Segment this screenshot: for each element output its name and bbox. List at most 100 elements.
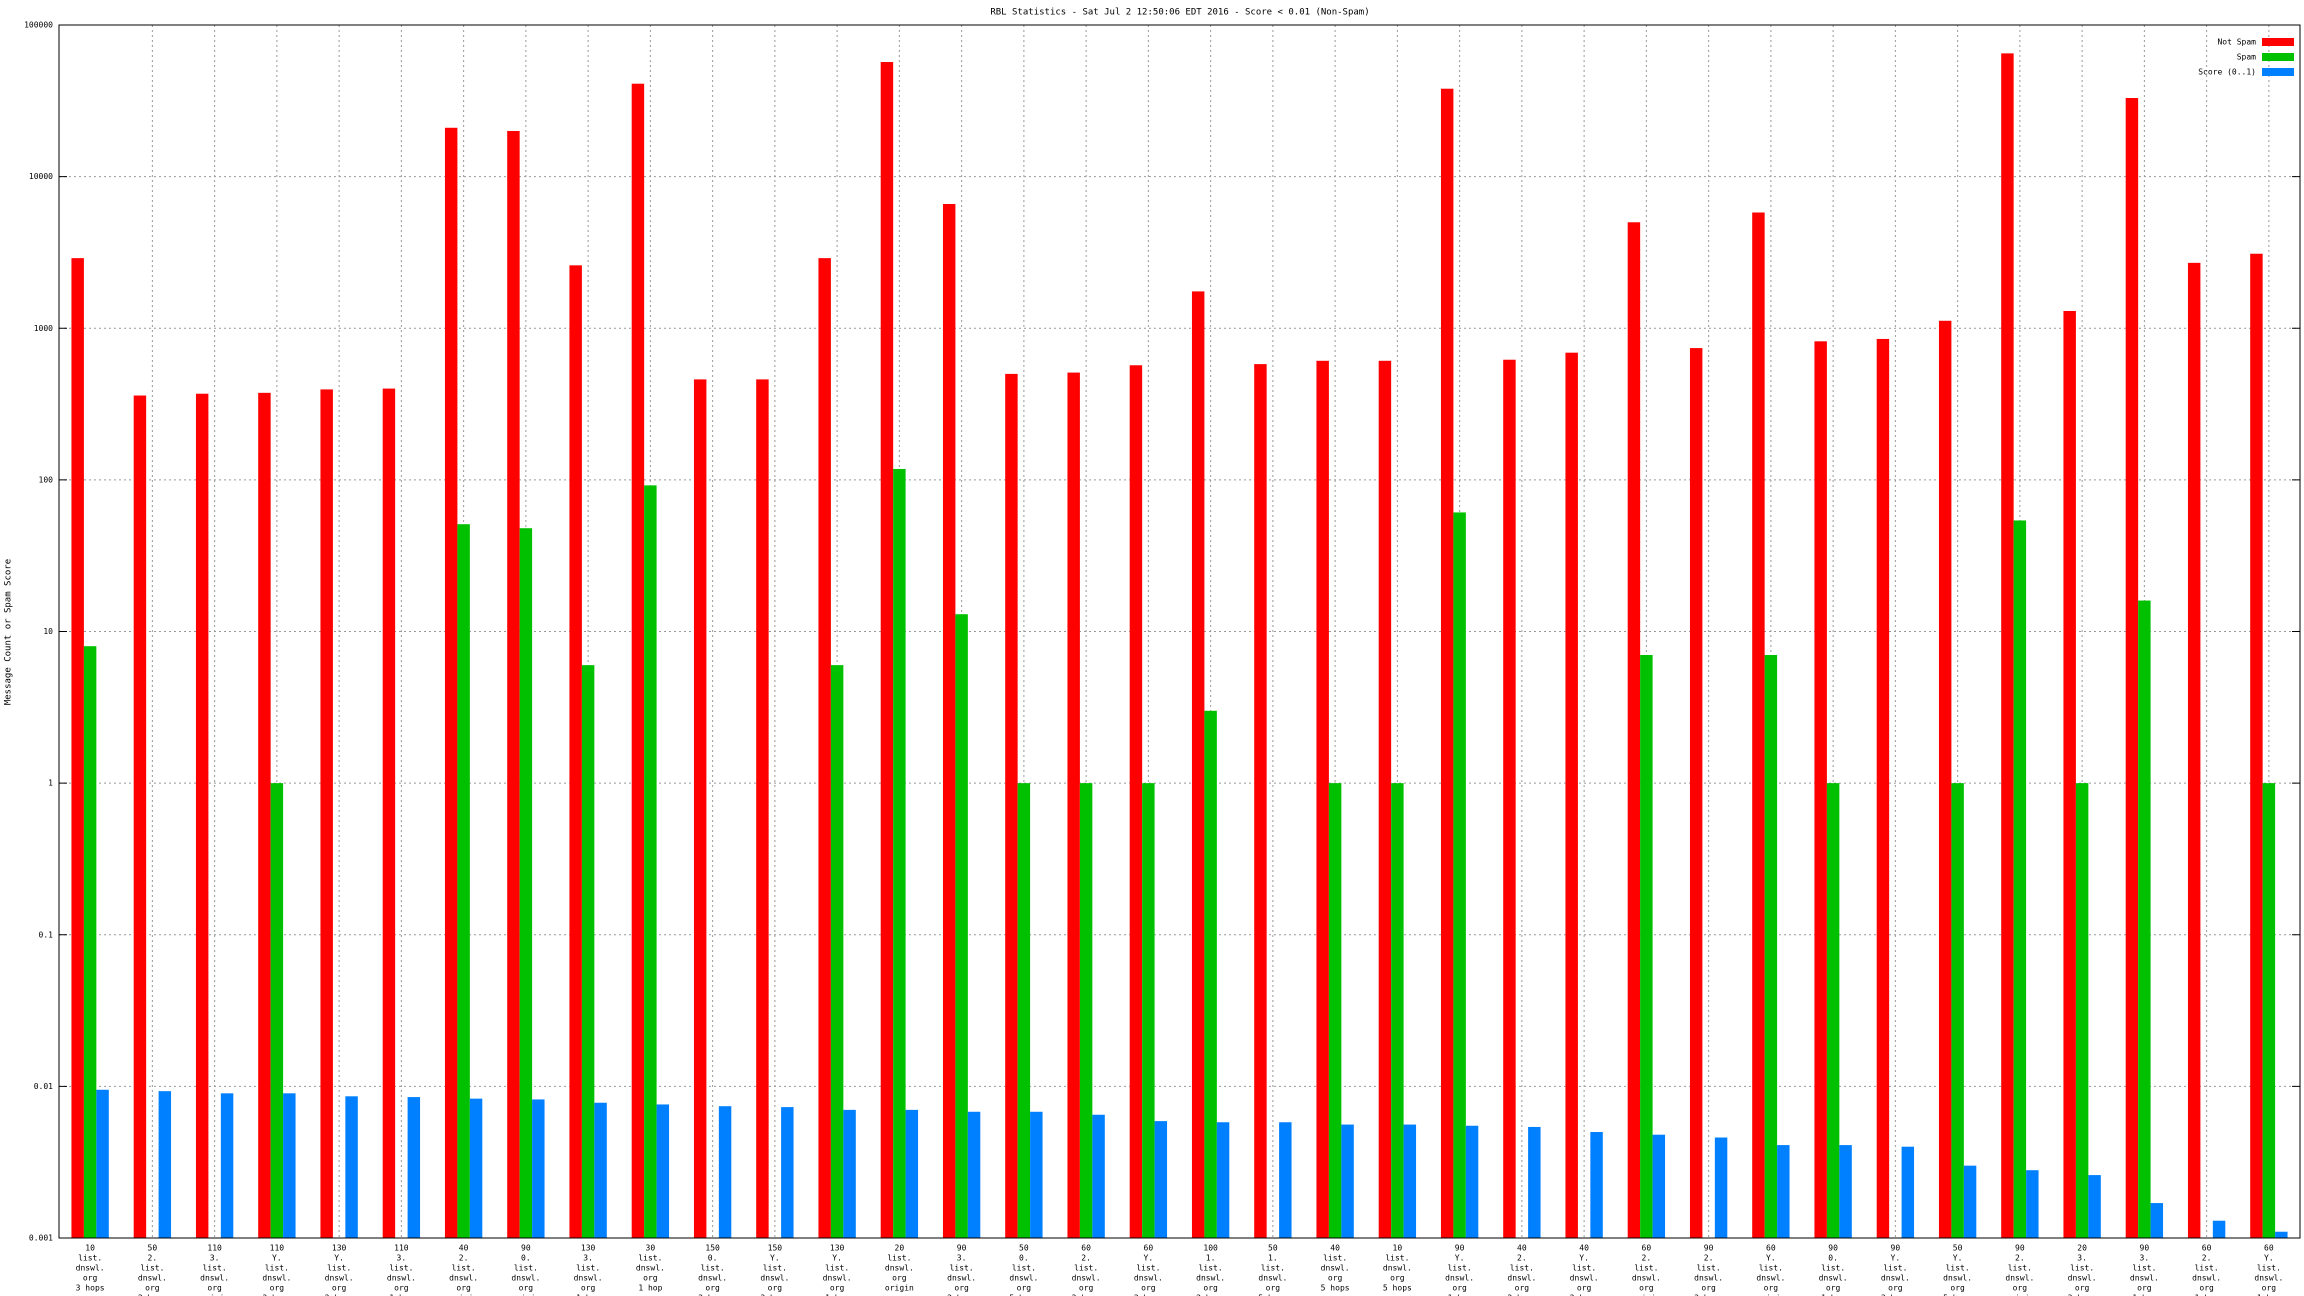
x-tick-label: list.: [638, 1254, 662, 1263]
x-tick-label: 50: [1953, 1244, 1963, 1253]
y-tick-label: 100: [39, 475, 54, 484]
x-tick-label: org: [2137, 1284, 2152, 1293]
x-tick-label: origin: [2005, 1294, 2034, 1296]
x-tick-label: org: [519, 1284, 534, 1293]
bar: [2275, 1231, 2288, 1238]
x-tick-label: 3 hops: [1881, 1294, 1910, 1296]
x-tick-label: 90: [1828, 1244, 1838, 1253]
x-tick-label: org: [83, 1274, 98, 1283]
bar: [1216, 1122, 1230, 1238]
legend-swatch: [2262, 53, 2294, 61]
x-tick-label: list.: [576, 1264, 600, 1273]
bar: [532, 1099, 545, 1238]
legend-label: Score (0..1): [2198, 68, 2256, 77]
x-tick-label: 3.: [2077, 1254, 2087, 1263]
x-tick-label: org: [1079, 1284, 1094, 1293]
x-tick-label: 60: [1081, 1244, 1091, 1253]
x-tick-label: 1 hop: [576, 1294, 600, 1296]
bar: [1876, 338, 1890, 1238]
bar: [656, 1104, 670, 1238]
bar: [2125, 98, 2139, 1238]
x-tick-label: org: [1888, 1284, 1903, 1293]
bar: [2138, 600, 2151, 1238]
x-tick-label: 90: [1891, 1244, 1901, 1253]
x-tick-label: 2 hops: [1072, 1294, 1101, 1296]
x-tick-label: 3 hops: [698, 1294, 727, 1296]
bar: [2063, 310, 2076, 1238]
x-tick-label: dnswl.: [511, 1274, 540, 1283]
x-tick-label: dnswl.: [1134, 1274, 1163, 1283]
y-tick-label: 10: [43, 627, 53, 636]
x-tick-label: 10: [1393, 1244, 1403, 1253]
x-tick-label: dnswl.: [1943, 1274, 1972, 1283]
x-tick-label: list.: [1572, 1264, 1596, 1273]
y-tick-label: 10000: [29, 172, 53, 181]
x-tick-label: 3.: [397, 1254, 407, 1263]
y-tick-label: 1: [48, 779, 53, 788]
bar: [594, 1102, 607, 1238]
x-tick-label: list.: [1136, 1264, 1160, 1273]
bar: [457, 524, 470, 1238]
x-tick-label: org: [1639, 1284, 1654, 1293]
bar: [345, 1096, 358, 1238]
x-tick-label: list.: [1697, 1264, 1721, 1273]
x-tick-label: 1 hop: [389, 1294, 413, 1296]
x-tick-label: list.: [2195, 1264, 2219, 1273]
x-tick-label: 2.: [148, 1254, 158, 1263]
bar: [1204, 710, 1217, 1238]
x-tick-label: 60: [2202, 1244, 2212, 1253]
x-tick-label: list.: [887, 1254, 911, 1263]
x-tick-label: org: [954, 1284, 969, 1293]
plot-frame: [58, 24, 2301, 1239]
x-tick-label: list.: [2070, 1264, 2094, 1273]
x-tick-label: dnswl.: [1445, 1274, 1474, 1283]
bar: [2262, 783, 2276, 1238]
bar: [1154, 1121, 1168, 1238]
bar: [1565, 352, 1578, 1238]
x-tick-label: org: [1950, 1284, 1965, 1293]
x-tick-label: dnswl.: [1321, 1264, 1350, 1273]
x-tick-label: 1 hop: [1448, 1294, 1472, 1296]
x-tick-label: Y.: [1579, 1254, 1589, 1263]
legend-label: Not Spam: [2217, 38, 2256, 47]
bar: [830, 665, 844, 1238]
x-tick-label: Y.: [1891, 1254, 1901, 1263]
x-tick-label: list.: [1012, 1264, 1036, 1273]
bar: [756, 379, 769, 1238]
x-tick-label: list.: [452, 1264, 476, 1273]
x-tick-label: dnswl.: [698, 1274, 727, 1283]
x-tick-label: 3.: [2140, 1254, 2150, 1263]
bar: [2150, 1203, 2164, 1238]
bar: [71, 258, 84, 1238]
chart-title: RBL Statistics - Sat Jul 2 12:50:06 EDT …: [990, 8, 1369, 18]
bar: [1341, 1124, 1354, 1238]
x-tick-label: list.: [265, 1264, 289, 1273]
legend-swatch: [2262, 38, 2294, 46]
bar: [220, 1093, 234, 1238]
x-tick-label: dnswl.: [1009, 1274, 1038, 1283]
x-tick-label: dnswl.: [2068, 1274, 2097, 1283]
x-tick-label: Y.: [1455, 1254, 1465, 1263]
x-tick-label: 90: [1455, 1244, 1465, 1253]
x-tick-label: list.: [1821, 1264, 1845, 1273]
x-tick-label: org: [1577, 1284, 1592, 1293]
x-tick-label: list.: [763, 1264, 787, 1273]
bar: [1777, 1145, 1790, 1238]
bar: [519, 528, 533, 1238]
x-tick-label: dnswl.: [1383, 1264, 1412, 1273]
bar: [1714, 1137, 1728, 1238]
x-tick-label: list.: [327, 1264, 351, 1273]
x-tick-label: 2.: [1642, 1254, 1652, 1263]
x-tick-label: dnswl.: [1570, 1274, 1599, 1283]
bar: [1839, 1145, 1852, 1238]
x-tick-label: list.: [1261, 1264, 1285, 1273]
x-tick-label: 5 hops: [1943, 1294, 1972, 1296]
x-tick-label: dnswl.: [387, 1274, 416, 1283]
x-tick-label: 2 hops: [947, 1294, 976, 1296]
bar: [382, 388, 396, 1238]
x-tick-label: org: [830, 1284, 845, 1293]
x-tick-label: dnswl.: [200, 1274, 229, 1283]
bar: [1627, 222, 1641, 1238]
x-tick-label: dnswl.: [1507, 1274, 1536, 1283]
x-tick-label: list.: [78, 1254, 102, 1263]
